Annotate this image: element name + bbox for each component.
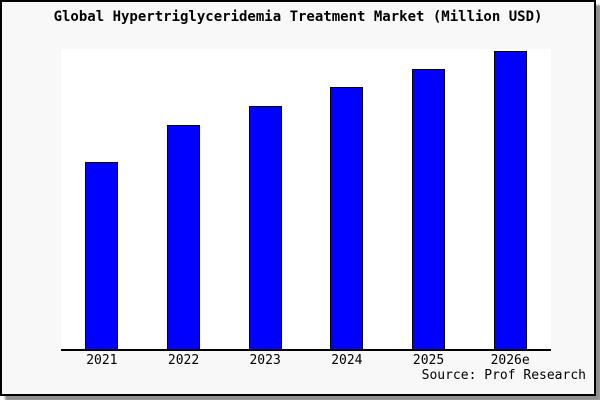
plot-area [61,49,551,351]
chart-title: Global Hypertriglyceridemia Treatment Ma… [53,9,543,25]
bar-2026e [493,51,527,349]
bar-2022 [167,125,200,349]
x-axis-labels: 2021 2022 2023 2024 2025 2026e [61,354,551,368]
bar-2024 [330,87,364,349]
tick-label-2026e: 2026e [490,353,530,368]
tick-label-2025: 2025 [412,353,445,368]
bar-2021 [85,162,119,349]
tick-label-2024: 2024 [331,353,363,368]
tick-label-2023: 2023 [249,353,281,368]
bar-2025 [412,69,445,349]
tick-label-2022: 2022 [167,353,200,368]
bar-2023 [248,106,282,349]
x-axis-line [61,349,551,351]
source-credit: Source: Prof Research [421,368,586,383]
tick-label-2021: 2021 [86,353,118,368]
